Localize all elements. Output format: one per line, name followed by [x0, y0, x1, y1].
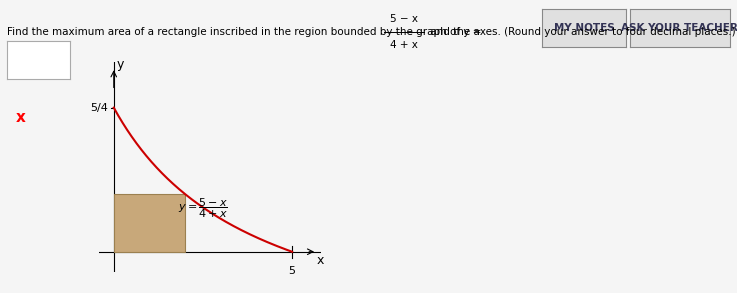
- Text: 5/4: 5/4: [91, 103, 108, 113]
- Text: x: x: [316, 254, 324, 267]
- Text: 5 − x: 5 − x: [390, 14, 418, 24]
- Text: x: x: [15, 110, 26, 125]
- Text: 4 + x: 4 + x: [390, 40, 418, 50]
- Text: y: y: [116, 59, 124, 71]
- Text: MY NOTES: MY NOTES: [553, 23, 615, 33]
- Text: $y = \dfrac{5-x}{4+x}$: $y = \dfrac{5-x}{4+x}$: [178, 196, 228, 220]
- Text: ASK YOUR TEACHER: ASK YOUR TEACHER: [621, 23, 737, 33]
- Text: Find the maximum area of a rectangle inscribed in the region bounded by the grap: Find the maximum area of a rectangle ins…: [7, 27, 485, 37]
- Bar: [113, 194, 185, 252]
- Text: 5: 5: [289, 265, 296, 276]
- Text: and the axes. (Round your answer to four decimal places.): and the axes. (Round your answer to four…: [427, 27, 736, 37]
